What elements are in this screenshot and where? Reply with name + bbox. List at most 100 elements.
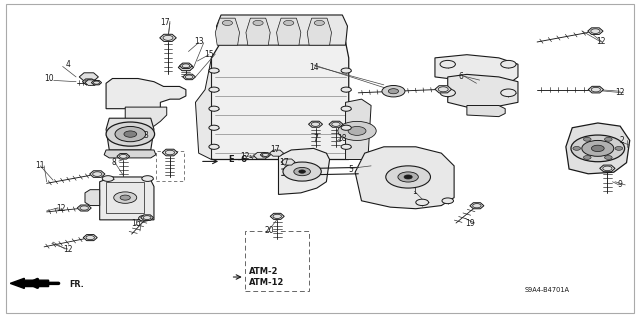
Circle shape (388, 89, 399, 94)
Polygon shape (83, 234, 97, 241)
Circle shape (440, 89, 456, 97)
Circle shape (314, 20, 324, 26)
Text: 9: 9 (618, 181, 623, 189)
Circle shape (582, 140, 614, 156)
Text: 3: 3 (144, 131, 148, 140)
Polygon shape (85, 80, 98, 85)
Text: 17: 17 (271, 145, 280, 154)
Text: ATM-12: ATM-12 (248, 278, 284, 287)
Circle shape (222, 20, 232, 26)
Polygon shape (179, 63, 192, 69)
Text: 1: 1 (412, 187, 417, 196)
Polygon shape (329, 121, 343, 127)
Text: 17: 17 (280, 158, 289, 167)
Text: 14: 14 (309, 63, 319, 72)
Polygon shape (104, 150, 156, 158)
Text: 19: 19 (465, 219, 475, 227)
Text: 6: 6 (458, 72, 463, 81)
Circle shape (584, 156, 591, 160)
Bar (156, 151, 184, 181)
Polygon shape (211, 42, 349, 160)
Text: 12: 12 (596, 38, 605, 47)
FancyArrow shape (10, 278, 49, 288)
Polygon shape (260, 153, 271, 157)
Polygon shape (117, 153, 130, 159)
Circle shape (294, 167, 310, 176)
Circle shape (571, 135, 625, 162)
Text: E -6: E -6 (229, 155, 247, 164)
Polygon shape (448, 74, 518, 107)
Polygon shape (79, 73, 99, 81)
Circle shape (139, 215, 150, 221)
Text: 12: 12 (56, 204, 66, 213)
Circle shape (584, 137, 591, 141)
Polygon shape (125, 107, 167, 131)
Circle shape (341, 106, 351, 111)
Polygon shape (100, 177, 154, 220)
Polygon shape (141, 215, 154, 220)
Polygon shape (90, 171, 105, 177)
Polygon shape (178, 64, 193, 71)
Circle shape (283, 162, 321, 181)
Polygon shape (215, 18, 239, 45)
Text: 20: 20 (264, 226, 274, 235)
Polygon shape (246, 18, 270, 45)
Circle shape (115, 126, 146, 142)
Text: ATM-2: ATM-2 (248, 267, 278, 276)
Circle shape (416, 199, 429, 205)
Polygon shape (269, 150, 284, 156)
Circle shape (142, 176, 154, 182)
Circle shape (209, 68, 219, 73)
Circle shape (120, 195, 131, 200)
Circle shape (338, 122, 376, 140)
Text: 12: 12 (616, 88, 625, 97)
Circle shape (253, 20, 263, 26)
Polygon shape (600, 165, 615, 172)
Polygon shape (160, 34, 176, 41)
Circle shape (209, 144, 219, 149)
Circle shape (114, 192, 137, 203)
Text: 18: 18 (337, 134, 346, 143)
Polygon shape (308, 121, 323, 127)
Text: 10: 10 (44, 74, 53, 83)
Text: 13: 13 (194, 38, 204, 47)
Text: 17: 17 (161, 19, 170, 27)
Circle shape (209, 125, 219, 130)
Polygon shape (281, 159, 295, 165)
Circle shape (605, 137, 612, 141)
Text: 2: 2 (619, 136, 624, 145)
Text: 12: 12 (241, 152, 250, 161)
Circle shape (341, 144, 351, 149)
Circle shape (284, 20, 294, 26)
Polygon shape (435, 86, 452, 93)
Circle shape (299, 170, 305, 173)
Polygon shape (83, 79, 95, 85)
Text: 11: 11 (36, 161, 45, 170)
Circle shape (341, 125, 351, 130)
Circle shape (404, 175, 412, 179)
Circle shape (573, 146, 580, 150)
Polygon shape (470, 203, 484, 209)
Polygon shape (307, 18, 332, 45)
Polygon shape (106, 118, 154, 150)
Circle shape (209, 87, 219, 92)
Text: 12: 12 (63, 245, 72, 254)
Bar (245, 231, 309, 291)
Polygon shape (106, 78, 186, 109)
Polygon shape (85, 190, 100, 205)
Circle shape (440, 60, 456, 68)
Circle shape (382, 85, 405, 97)
Polygon shape (182, 74, 195, 80)
Circle shape (341, 68, 351, 73)
Polygon shape (467, 106, 505, 117)
Polygon shape (216, 15, 348, 45)
Circle shape (615, 146, 623, 150)
Circle shape (341, 87, 351, 92)
Circle shape (124, 131, 137, 137)
Text: FR.: FR. (70, 279, 84, 288)
Text: 16: 16 (131, 219, 141, 228)
Circle shape (605, 156, 612, 160)
Polygon shape (77, 205, 92, 211)
Circle shape (398, 172, 419, 182)
Polygon shape (270, 213, 284, 219)
